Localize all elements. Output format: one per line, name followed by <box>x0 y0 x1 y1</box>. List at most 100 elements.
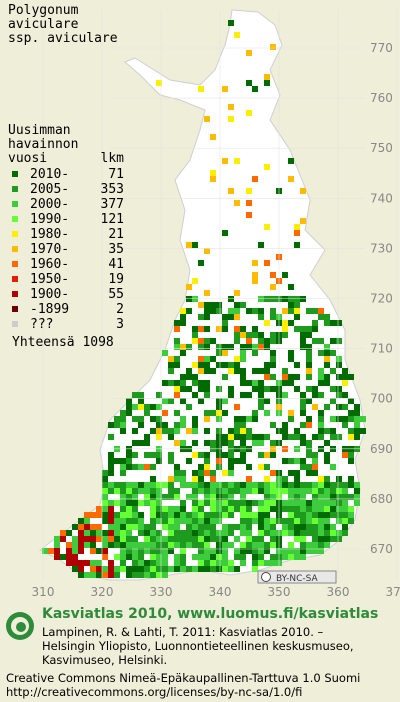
map-cell <box>186 482 192 488</box>
map-cell <box>270 356 276 362</box>
map-cell <box>198 356 204 362</box>
map-cell <box>156 392 162 398</box>
map-cell <box>258 500 264 506</box>
map-cell <box>258 518 264 524</box>
map-cell <box>336 500 342 506</box>
map-cell <box>120 566 126 572</box>
map-cell <box>324 314 330 320</box>
map-cell <box>204 458 210 464</box>
map-cell <box>150 476 156 482</box>
map-cell <box>108 464 114 470</box>
map-cell <box>174 554 180 560</box>
map-cell <box>240 374 246 380</box>
map-cell <box>120 512 126 518</box>
map-cell <box>264 368 270 374</box>
map-cell <box>150 428 156 434</box>
map-cell <box>108 542 114 548</box>
map-cell <box>192 362 198 368</box>
map-cell <box>156 572 162 578</box>
map-cell <box>210 356 216 362</box>
map-cell <box>258 296 264 302</box>
map-cell <box>306 548 312 554</box>
map-cell <box>234 548 240 554</box>
map-cell <box>174 320 180 326</box>
map-cell <box>246 476 252 482</box>
map-cell <box>216 548 222 554</box>
map-cell <box>174 488 180 494</box>
map-cell <box>318 542 324 548</box>
map-cell <box>300 488 306 494</box>
map-cell <box>186 386 192 392</box>
map-cell <box>240 560 246 566</box>
map-cell <box>318 536 324 542</box>
map-cell <box>216 530 222 536</box>
map-cell <box>198 302 204 308</box>
map-cell <box>114 536 120 542</box>
map-cell <box>120 458 126 464</box>
map-cell <box>222 452 228 458</box>
map-cell <box>216 518 222 524</box>
map-cell <box>270 518 276 524</box>
map-cell <box>102 470 108 476</box>
y-coordinate-label: 740 <box>370 191 393 205</box>
map-cell <box>210 506 216 512</box>
map-cell <box>288 434 294 440</box>
map-cell <box>270 284 276 290</box>
map-cell <box>282 488 288 494</box>
map-cell <box>60 536 66 542</box>
map-cell <box>234 566 240 572</box>
map-cell <box>258 380 264 386</box>
map-cell <box>282 548 288 554</box>
map-cell <box>222 542 228 548</box>
map-cell <box>336 476 342 482</box>
map-cell <box>342 368 348 374</box>
map-cell <box>150 548 156 554</box>
legend-count: 41 <box>108 257 124 272</box>
map-cell <box>144 536 150 542</box>
map-cell <box>96 530 102 536</box>
map-cell <box>96 572 102 578</box>
map-cell <box>282 296 288 302</box>
map-cell <box>78 524 84 530</box>
map-cell <box>168 494 174 500</box>
map-cell <box>294 434 300 440</box>
map-cell <box>168 380 174 386</box>
map-cell <box>204 326 210 332</box>
x-coordinate-label: 340 <box>209 585 232 599</box>
map-cell <box>180 518 186 524</box>
title-line: Polygonum <box>8 3 79 18</box>
map-cell <box>246 506 252 512</box>
map-cell <box>216 302 222 308</box>
map-cell <box>234 368 240 374</box>
map-cell <box>132 392 138 398</box>
map-cell <box>252 542 258 548</box>
legend-header: havainnon <box>8 137 78 152</box>
map-cell <box>120 518 126 524</box>
map-cell <box>204 542 210 548</box>
legend-swatch <box>12 321 18 327</box>
map-cell <box>342 500 348 506</box>
map-cell <box>318 434 324 440</box>
y-coordinate-label: 680 <box>370 492 393 506</box>
legend-label: 1960- <box>30 257 69 272</box>
map-cell <box>192 242 198 248</box>
map-cell <box>288 302 294 308</box>
map-cell <box>258 488 264 494</box>
map-cell <box>288 350 294 356</box>
map-cell <box>174 476 180 482</box>
map-cell <box>90 524 96 530</box>
legend-count: 55 <box>108 287 124 302</box>
map-cell <box>282 518 288 524</box>
map-cell <box>306 398 312 404</box>
map-cell <box>210 440 216 446</box>
map-cell <box>174 530 180 536</box>
map-cell <box>264 506 270 512</box>
map-cell <box>162 422 168 428</box>
map-cell <box>126 572 132 578</box>
map-cell <box>204 488 210 494</box>
map-cell <box>294 536 300 542</box>
map-cell <box>288 158 294 164</box>
map-cell <box>288 320 294 326</box>
map-cell <box>234 536 240 542</box>
map-cell <box>210 524 216 530</box>
